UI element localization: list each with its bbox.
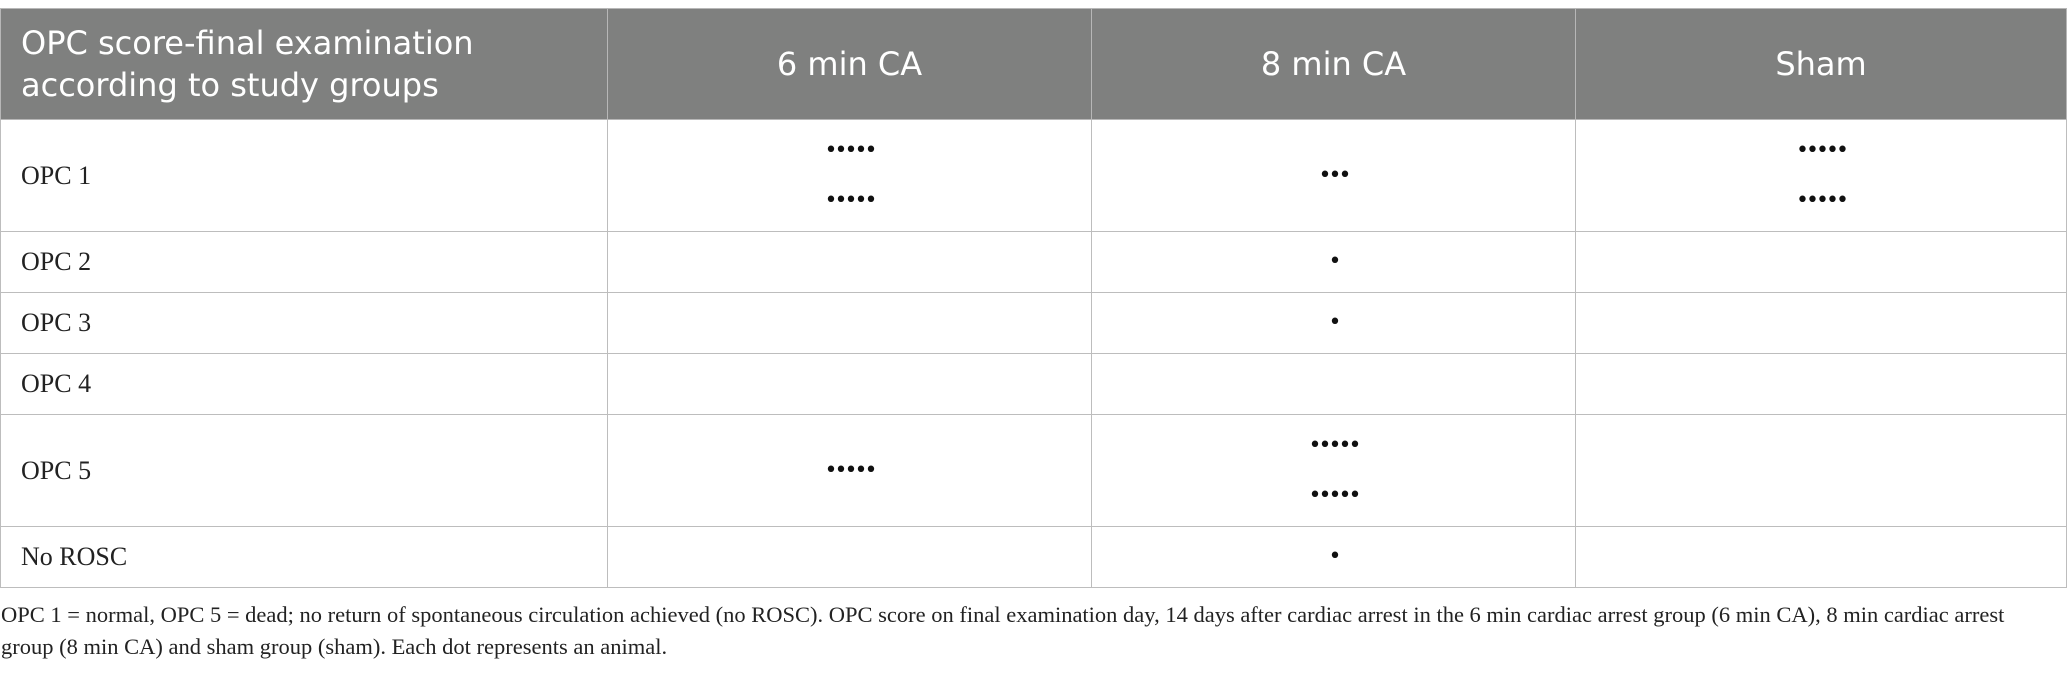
dot-group: ••••• xyxy=(1796,137,1849,163)
table-row: OPC 2 • xyxy=(0,231,2067,293)
row-label-opc-2: OPC 2 xyxy=(0,231,608,293)
header-8min-ca: 8 min CA xyxy=(1091,8,1576,120)
dot-group: • xyxy=(1328,249,1342,274)
cell-8min-ca: • xyxy=(1091,526,1576,588)
row-label-no-rosc: No ROSC xyxy=(0,526,608,588)
header-sham: Sham xyxy=(1575,8,2067,120)
cell-6min-ca xyxy=(607,231,1092,293)
dot-group: ••••• xyxy=(824,187,878,213)
cell-6min-ca: ••••• xyxy=(607,414,1092,527)
cell-sham xyxy=(1575,353,2067,415)
table-footnote: OPC 1 = normal, OPC 5 = dead; no return … xyxy=(1,602,2005,659)
cell-8min-ca: • xyxy=(1091,292,1576,354)
row-label-opc-1: OPC 1 xyxy=(0,119,608,232)
table-row: OPC 5 ••••• ••••• ••••• xyxy=(0,414,2067,527)
cell-sham: ••••• ••••• xyxy=(1575,119,2067,232)
table-row: No ROSC • xyxy=(0,526,2067,588)
cell-sham xyxy=(1575,414,2067,527)
opc-score-table: OPC score-final examination according to… xyxy=(0,8,2067,588)
dot-group: ••••• xyxy=(1308,482,1362,508)
dot-group: ••••• xyxy=(1308,432,1362,458)
header-opc-score: OPC score-final examination according to… xyxy=(0,8,608,120)
header-row: OPC score-final examination according to… xyxy=(0,8,2067,120)
dot-group: ••••• xyxy=(824,457,878,483)
dot-group: ••••• xyxy=(1796,187,1849,213)
cell-8min-ca: • xyxy=(1091,231,1576,293)
row-label-opc-4: OPC 4 xyxy=(0,353,608,415)
table-row: OPC 1 ••••• ••••• ••• ••••• ••••• xyxy=(0,119,2067,232)
cell-6min-ca: ••••• ••••• xyxy=(607,119,1092,232)
cell-6min-ca xyxy=(607,292,1092,354)
dot-group: • xyxy=(1328,544,1342,569)
dot-group: ••••• xyxy=(824,137,878,163)
cell-6min-ca xyxy=(607,353,1092,415)
table-row: OPC 3 • xyxy=(0,292,2067,354)
table-row: OPC 4 xyxy=(0,353,2067,415)
dot-group: • xyxy=(1328,310,1342,335)
cell-8min-ca: ••••• ••••• xyxy=(1091,414,1576,527)
cell-8min-ca xyxy=(1091,353,1576,415)
cell-sham xyxy=(1575,292,2067,354)
cell-sham xyxy=(1575,231,2067,293)
cell-6min-ca xyxy=(607,526,1092,588)
dot-group: ••• xyxy=(1318,162,1352,188)
header-6min-ca: 6 min CA xyxy=(607,8,1092,120)
cell-sham xyxy=(1575,526,2067,588)
cell-8min-ca: ••• xyxy=(1091,119,1576,232)
row-label-opc-5: OPC 5 xyxy=(0,414,608,527)
row-label-opc-3: OPC 3 xyxy=(0,292,608,354)
